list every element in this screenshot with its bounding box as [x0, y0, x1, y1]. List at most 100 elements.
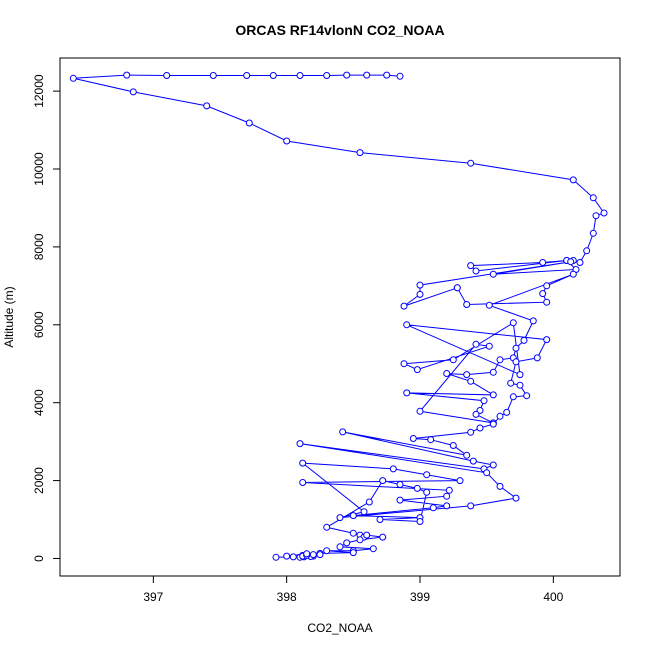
data-point [299, 479, 307, 486]
data-point [463, 301, 471, 308]
data-point [396, 481, 404, 488]
data-point [303, 550, 311, 558]
data-point [356, 149, 364, 157]
data-point [592, 212, 600, 220]
data-point [496, 356, 504, 364]
x-axis-label: CO2_NOAA [307, 621, 372, 635]
data-point [396, 72, 404, 80]
data-point [323, 547, 331, 555]
data-point [129, 88, 137, 96]
data-point [272, 553, 280, 561]
data-point [520, 336, 528, 344]
y-axis: 0 2000 4000 6000 8000 10000 12000 [32, 74, 61, 562]
data-point [576, 259, 584, 266]
y-tick-label: 0 [32, 555, 46, 562]
data-point [336, 543, 344, 551]
data-point [512, 344, 520, 352]
data-point [429, 504, 437, 512]
x-axis: 397 398 399 400 [143, 575, 564, 604]
data-point [467, 502, 475, 510]
y-tick-label: 2000 [32, 467, 46, 494]
data-point [269, 72, 277, 79]
data-point [283, 137, 291, 145]
data-point [512, 358, 520, 366]
data-point [309, 551, 317, 559]
data-point [349, 529, 357, 537]
data-point [489, 420, 497, 428]
data-point [245, 119, 253, 127]
data-point [467, 377, 475, 385]
data-point [403, 321, 411, 329]
data-point [369, 545, 377, 553]
data-point [543, 282, 551, 290]
data-point [516, 371, 524, 379]
data-point [516, 381, 524, 389]
data-point [485, 342, 493, 350]
y-tick-label: 12000 [32, 74, 46, 108]
data-point [489, 391, 497, 399]
chart-title: ORCAS RF14vlonN CO2_NOAA [235, 22, 444, 38]
data-point [443, 370, 451, 377]
data-point [349, 549, 357, 557]
data-point [449, 356, 457, 364]
x-tick-label: 399 [410, 590, 430, 604]
data-point [569, 270, 577, 278]
y-tick-label: 4000 [32, 389, 46, 416]
data-point [379, 477, 387, 485]
data-point [476, 424, 484, 432]
data-point [427, 436, 435, 444]
data-point [472, 267, 480, 275]
data-point [445, 486, 453, 494]
x-tick-label: 400 [543, 590, 563, 604]
data-point [316, 551, 324, 559]
data-point [456, 477, 464, 485]
y-tick-label: 8000 [32, 233, 46, 260]
data-point [376, 516, 384, 523]
data-point [472, 340, 480, 348]
data-point [567, 258, 575, 266]
data-point [503, 408, 511, 416]
data-point [463, 371, 471, 379]
data-point [343, 71, 351, 79]
data-point [413, 484, 421, 492]
data-point [363, 531, 371, 539]
data-point [483, 469, 491, 477]
data-point [539, 259, 547, 266]
data-point [403, 389, 411, 397]
data-point [343, 539, 351, 547]
data-point [416, 407, 424, 415]
data-point [209, 72, 217, 79]
data-point [583, 247, 591, 255]
data-point [409, 435, 417, 442]
data-point [543, 298, 551, 306]
data-point [283, 552, 291, 560]
data-point [543, 336, 551, 344]
data-point [467, 262, 475, 270]
data-point [449, 442, 457, 449]
data-point [163, 72, 171, 79]
series-layer [69, 71, 608, 561]
data-point [523, 392, 531, 400]
data-point [383, 71, 391, 79]
data-point [589, 194, 597, 202]
data-point [533, 354, 541, 362]
data-point [203, 102, 211, 110]
data-point [416, 290, 424, 298]
data-point [496, 482, 504, 490]
data-point [69, 74, 77, 82]
data-point [289, 553, 297, 561]
data-point [423, 488, 431, 496]
x-tick-label: 398 [277, 590, 297, 604]
data-point [512, 494, 520, 502]
data-point [507, 379, 515, 387]
data-point [489, 461, 497, 469]
data-point [416, 518, 424, 525]
data-point [529, 317, 537, 325]
data-point [472, 410, 480, 418]
data-point [336, 514, 344, 522]
data-point [569, 176, 577, 184]
data-point [485, 301, 493, 309]
x-tick-label: 397 [143, 590, 163, 604]
data-point [360, 508, 368, 516]
